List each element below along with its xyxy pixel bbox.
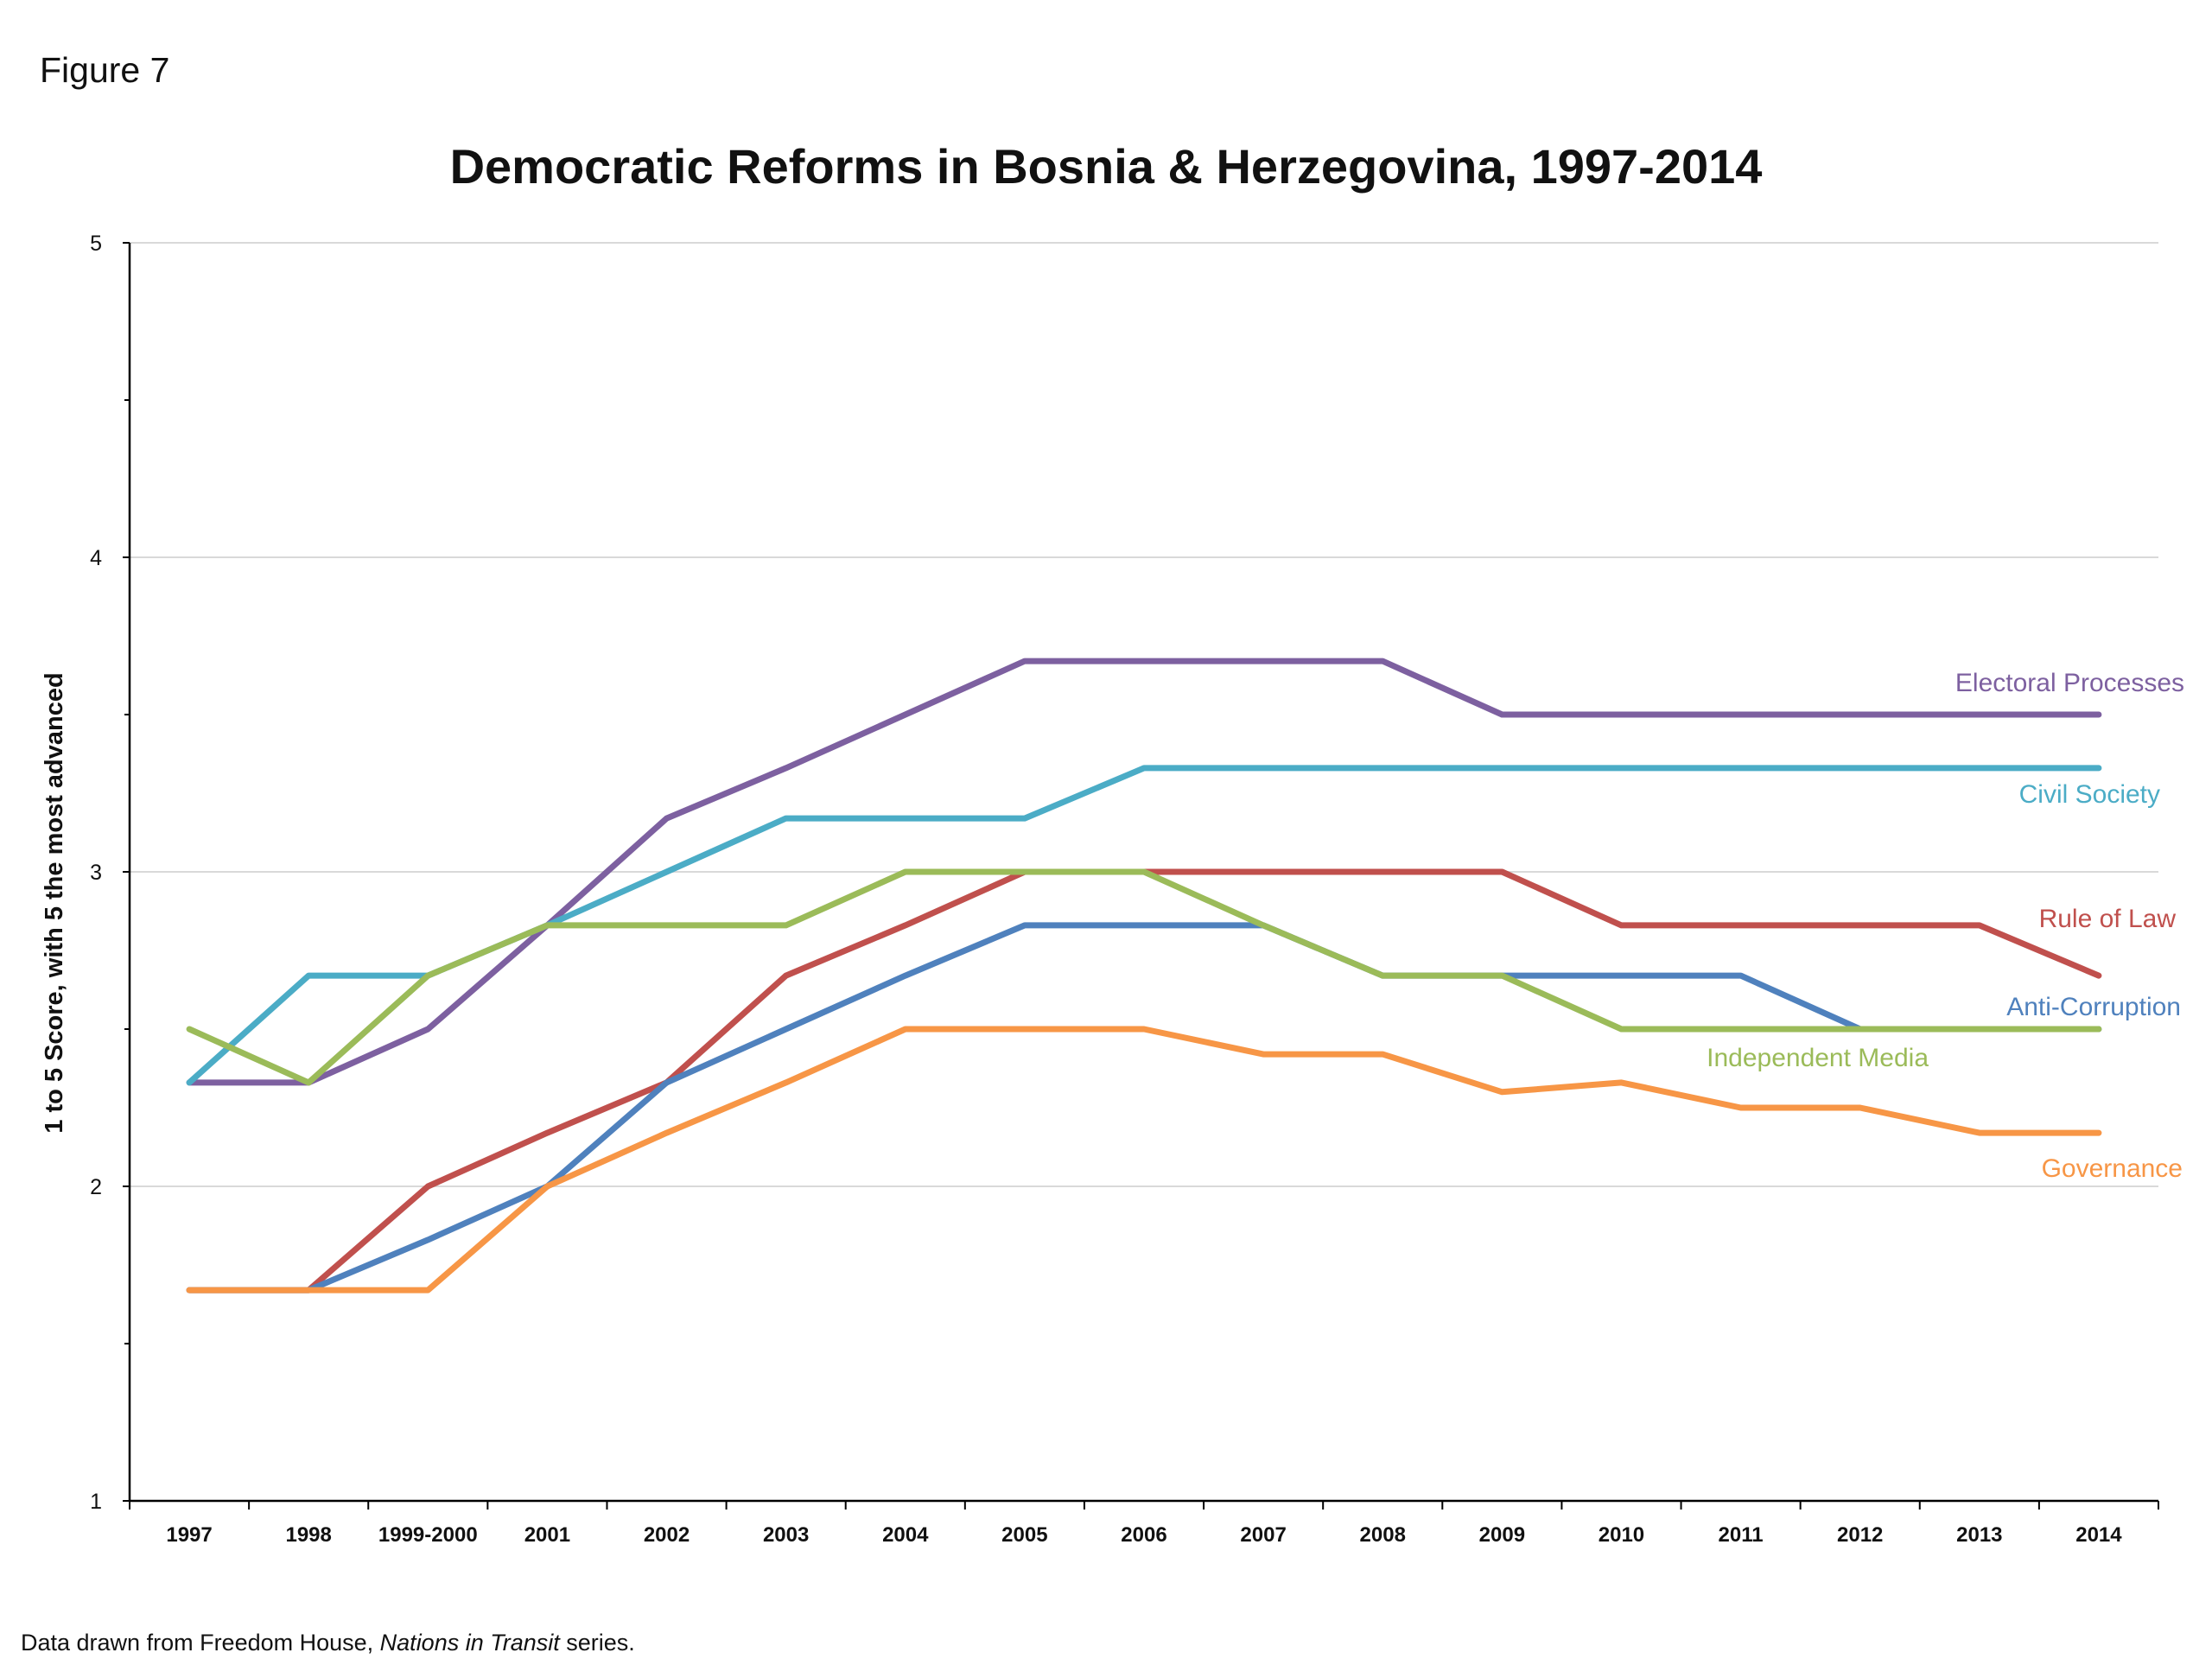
figure-label: Figure 7 bbox=[40, 50, 170, 90]
source-note-suffix: series. bbox=[559, 1630, 635, 1656]
x-tick-label: 2007 bbox=[1240, 1523, 1286, 1547]
series-line-rule-of-law bbox=[186, 868, 2102, 1294]
x-tick-label: 2001 bbox=[524, 1523, 570, 1547]
x-tick-label: 2011 bbox=[1719, 1523, 1764, 1547]
chart-title: Democratic Reforms in Bosnia & Herzegovi… bbox=[449, 139, 1763, 194]
x-tick-label: 2014 bbox=[2075, 1523, 2122, 1547]
x-tick-label: 1997 bbox=[166, 1523, 212, 1547]
y-tick-label: 3 bbox=[90, 861, 102, 885]
source-note-prefix: Data drawn from Freedom House, bbox=[21, 1630, 380, 1656]
x-tick-label: 2008 bbox=[1360, 1523, 1406, 1547]
source-note: Data drawn from Freedom House, Nations i… bbox=[21, 1631, 635, 1655]
series-lines bbox=[186, 658, 2102, 1294]
gridlines bbox=[130, 242, 2158, 1187]
series-line-electoral-processes bbox=[186, 658, 2102, 1086]
y-axis-label: 1 to 5 Score, with 5 the most advanced bbox=[41, 672, 68, 1133]
series-label-rule-of-law: Rule of Law bbox=[2039, 905, 2177, 933]
x-tick-label: 1999-2000 bbox=[378, 1523, 478, 1547]
source-note-italic: Nations in Transit bbox=[379, 1630, 560, 1656]
series-line-independent-media bbox=[186, 868, 2102, 1086]
y-tick-label: 1 bbox=[90, 1490, 102, 1514]
series-label-independent-media: Independent Media bbox=[1707, 1044, 1929, 1072]
x-tick-labels: 1997 1998 1999-2000 2001 2002 2003 2004 2005 200… bbox=[166, 1523, 2122, 1547]
x-tick-label: 2013 bbox=[1956, 1523, 2002, 1547]
x-tick-label: 2004 bbox=[882, 1523, 929, 1547]
x-tick-label: 2003 bbox=[763, 1523, 809, 1547]
y-tick-labels: 1 2 3 4 5 bbox=[90, 232, 102, 1514]
x-tick-label: 2010 bbox=[1599, 1523, 1644, 1547]
y-tick-label: 4 bbox=[90, 546, 102, 570]
x-tick-label: 2009 bbox=[1479, 1523, 1525, 1547]
y-tick-label: 2 bbox=[90, 1175, 102, 1199]
series-line-anti-corruption bbox=[186, 922, 2102, 1294]
series-label-anti-corruption: Anti-Corruption bbox=[2006, 993, 2181, 1021]
x-tick-label: 2005 bbox=[1001, 1523, 1047, 1547]
series-line-governance bbox=[186, 1026, 2102, 1294]
x-tick-label: 2002 bbox=[644, 1523, 690, 1547]
series-label-electoral-processes: Electoral Processes bbox=[1955, 669, 2184, 697]
x-tick-label: 2006 bbox=[1121, 1523, 1166, 1547]
y-tick-label: 5 bbox=[90, 232, 102, 256]
x-tick-label: 1998 bbox=[285, 1523, 331, 1547]
series-label-governance: Governance bbox=[2042, 1154, 2183, 1183]
axes bbox=[123, 242, 2159, 1510]
x-tick-label: 2012 bbox=[1837, 1523, 1883, 1547]
series-labels: Electoral Processes Civil Society Rule of … bbox=[1707, 669, 2184, 1183]
series-label-civil-society: Civil Society bbox=[2019, 780, 2160, 809]
